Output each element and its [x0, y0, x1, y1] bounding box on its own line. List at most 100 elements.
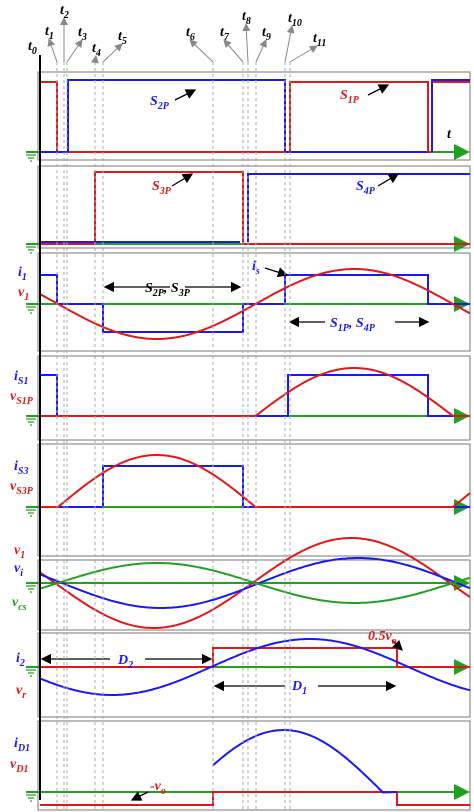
- label: i1: [18, 265, 27, 283]
- time-label: t0: [28, 39, 37, 57]
- label-text: i: [14, 459, 18, 474]
- time-label: t6: [186, 25, 195, 43]
- ground: [26, 246, 36, 254]
- subscript: S1: [18, 376, 29, 387]
- subscript: 8: [246, 16, 251, 27]
- subscript: 10: [292, 18, 302, 29]
- label: iS1: [14, 369, 28, 387]
- subscript: 2P: [152, 288, 165, 299]
- subscript: r: [22, 690, 26, 701]
- waveform: [212, 729, 398, 794]
- subscript: 4P: [363, 186, 376, 197]
- time-pointer: [66, 39, 83, 63]
- label-text: t: [92, 41, 97, 56]
- label-text: v: [16, 683, 23, 698]
- time-pointer: [90, 55, 99, 64]
- label: v1: [14, 543, 25, 561]
- subscript: S3P: [16, 486, 34, 497]
- label: S4P: [356, 179, 376, 197]
- subscript: 1: [24, 292, 29, 303]
- label-text: S: [356, 179, 364, 194]
- panel: [37, 252, 471, 352]
- label: vD1: [10, 757, 28, 775]
- subscript: 4: [95, 48, 101, 59]
- label-text: v: [14, 561, 21, 576]
- subscript: S1P: [16, 396, 34, 407]
- subscript: 1P: [348, 95, 360, 106]
- subscript: cs: [18, 602, 26, 613]
- subscript: 3P: [178, 288, 191, 299]
- time-pointer: [242, 23, 251, 63]
- ground: [26, 509, 36, 517]
- waveform: [40, 454, 471, 508]
- panel: [37, 443, 471, 557]
- arrow: [171, 173, 194, 187]
- subscript: 3P: [159, 186, 172, 197]
- panel: [37, 71, 471, 161]
- labels: t S2P S1P S3P S4P i1 v1 S2P, S3P is S1P,…: [10, 88, 452, 797]
- label: vcs: [12, 595, 27, 613]
- label-text: t: [118, 29, 123, 44]
- time-label: t8: [242, 9, 251, 27]
- label-text: v: [10, 479, 17, 494]
- waveform: [431, 79, 470, 152]
- waveform: [39, 562, 471, 604]
- time-pointer: [189, 39, 214, 63]
- label: D1: [291, 679, 307, 697]
- ground: [26, 669, 36, 677]
- panel: [37, 632, 471, 718]
- subscript: 1: [22, 272, 27, 283]
- panel: [37, 720, 471, 811]
- label-text: S: [330, 316, 338, 331]
- label-text: t: [28, 39, 33, 54]
- waveform: [40, 374, 470, 417]
- label-text: D: [291, 679, 302, 694]
- arrow: [367, 84, 390, 96]
- time-label: t7: [220, 25, 230, 43]
- label-text: t: [60, 3, 65, 18]
- label-text: 0.5v: [368, 629, 393, 644]
- waveform: [40, 274, 470, 333]
- label-text: S: [152, 179, 160, 194]
- waveform: [39, 537, 471, 629]
- label-text: t: [242, 9, 247, 24]
- subscript: D1: [15, 764, 28, 775]
- subscript: 6: [190, 32, 195, 43]
- label-text: t: [288, 11, 293, 26]
- arrow: [130, 791, 149, 801]
- label-text: i: [14, 736, 18, 751]
- label-text: t: [45, 24, 50, 39]
- label: S1P: [340, 88, 360, 106]
- label-text: t: [78, 25, 83, 40]
- label-text: S: [340, 88, 348, 103]
- label-text: i: [252, 259, 256, 274]
- label-text: t: [220, 25, 225, 40]
- time-pointer: [289, 45, 318, 63]
- label-text: , S: [163, 281, 179, 296]
- waveform: [39, 268, 471, 340]
- panel: [37, 559, 471, 631]
- label-text: t: [262, 25, 267, 40]
- label-text: i: [14, 369, 18, 384]
- subscript: 2P: [157, 101, 170, 112]
- time-pointer: [284, 25, 295, 63]
- subscript: s: [255, 266, 260, 277]
- panels: [37, 71, 471, 811]
- label-text: , S: [348, 316, 364, 331]
- subscript: 1P: [338, 323, 350, 334]
- subscript: 11: [317, 38, 326, 49]
- label-text: v: [18, 285, 25, 300]
- label: S1P, S4P: [330, 316, 376, 334]
- ground: [26, 306, 36, 314]
- time-label: t2: [60, 3, 69, 21]
- subscript: 9: [266, 32, 271, 43]
- subscript: 2: [127, 660, 133, 671]
- subscript: 0: [32, 46, 37, 57]
- label-text: S: [145, 281, 153, 296]
- subscript: o: [392, 636, 397, 647]
- subscript: 1: [49, 31, 54, 42]
- label-text: i: [16, 651, 20, 666]
- subscript: 1: [302, 686, 307, 697]
